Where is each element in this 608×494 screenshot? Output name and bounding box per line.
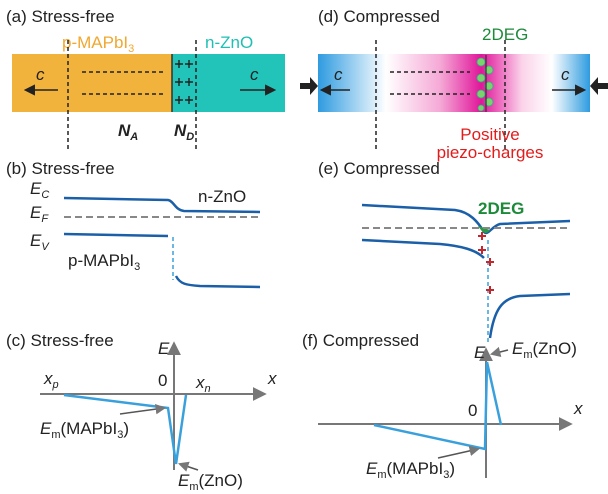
valence-band [362,240,484,258]
layer-label: p-MAPbI3 [62,33,134,55]
text: E [178,471,190,490]
text: ) [449,459,455,478]
c-label: c [36,65,45,84]
em-label: Em(ZnO) [512,339,577,361]
subscript: m [523,349,532,361]
subscript: n [205,383,211,395]
origin-label: 0 [468,401,477,420]
panel-label: (d) Compressed [318,7,440,26]
nd-label: ND [174,121,194,143]
charge-label: piezo-charges [437,143,544,162]
shape [478,105,484,111]
band-label: EC [30,179,49,201]
pointer [120,408,164,414]
axis-label: E [474,343,486,362]
shape [477,90,485,98]
panel-label: (c) Stress-free [6,331,114,350]
text: (ZnO) [199,471,243,490]
valence-band [176,276,260,287]
subscript: 3 [134,261,140,273]
axis-label: E [158,339,170,358]
subscript: F [41,213,49,225]
pointer [492,350,508,354]
panel-a: (a) Stress-free p-MAPbI3 n-ZnO c c NA ND [6,7,285,150]
c-label: c [334,65,343,84]
c-label: c [250,65,259,84]
subscript: p [52,379,59,391]
text: x [43,369,53,388]
panel-label: (b) Stress-free [6,159,115,178]
shape [478,232,494,294]
em-label: Em(MAPbI3) [40,419,129,441]
subscript: D [186,131,194,143]
xp-label: xp [43,369,59,391]
valence-band [490,294,570,338]
text: (ZnO) [533,339,577,358]
text: N [118,121,131,140]
text: E [30,231,42,250]
text: N [174,121,187,140]
compressed-bar [318,54,590,112]
text: E [366,459,378,478]
pointer [180,464,198,470]
field-profile [374,362,501,449]
panel-label: (a) Stress-free [6,7,115,26]
layer-label: n-ZnO [205,33,253,52]
axis-label: x [573,399,583,418]
text: E [40,419,52,438]
text: E [512,339,524,358]
origin-label: 0 [158,371,167,390]
valence-band [64,234,168,236]
band-label: EV [30,231,50,253]
panel-d: (d) Compressed 2DEG c c Positive piezo-c… [300,7,608,162]
axis-label: x [267,369,277,388]
layer-label: n-ZnO [198,187,246,206]
panel-b: (b) Stress-free EC EF EV n-ZnO p-MAPbI3 [6,159,260,287]
subscript: m [189,481,198,493]
band-label: EF [30,203,49,225]
figure: (a) Stress-free p-MAPbI3 n-ZnO c c NA ND… [0,0,608,494]
subscript: V [41,241,50,253]
panel-e: (e) Compressed 2DEG [318,159,570,345]
subscript: m [51,429,60,441]
subscript: m [377,469,386,481]
subscript: A [129,131,138,143]
xn-label: xn [195,373,211,395]
em-label: Em(ZnO) [178,471,243,493]
subscript: 3 [128,43,134,55]
text: ) [123,419,129,438]
text: x [195,373,205,392]
text: p-MAPbI [68,251,134,270]
shape [477,74,485,82]
shape [477,58,485,66]
force-arrow [590,77,608,95]
c-label: c [561,65,570,84]
piezo-charges [478,232,494,294]
deg-label: 2DEG [478,199,524,218]
text: E [30,203,42,222]
panel-label: (f) Compressed [302,331,419,350]
panel-f: (f) Compressed E x 0 Em(ZnO) Em(MAPbI3) [302,331,583,481]
charge-label: Positive [460,125,520,144]
text: p-MAPbI [62,33,128,52]
force-arrow [300,77,318,95]
em-label: Em(MAPbI3) [366,459,455,481]
text: (MAPbI [387,459,444,478]
text: E [30,179,42,198]
subscript: C [41,189,49,201]
layer-label: p-MAPbI3 [68,251,140,273]
na-label: NA [118,121,138,143]
pointer [438,449,478,458]
panel-c: (c) Stress-free E x 0 xp xn Em(MAPbI3) E… [6,331,277,493]
text: (MAPbI [61,419,118,438]
panel-label: (e) Compressed [318,159,440,178]
